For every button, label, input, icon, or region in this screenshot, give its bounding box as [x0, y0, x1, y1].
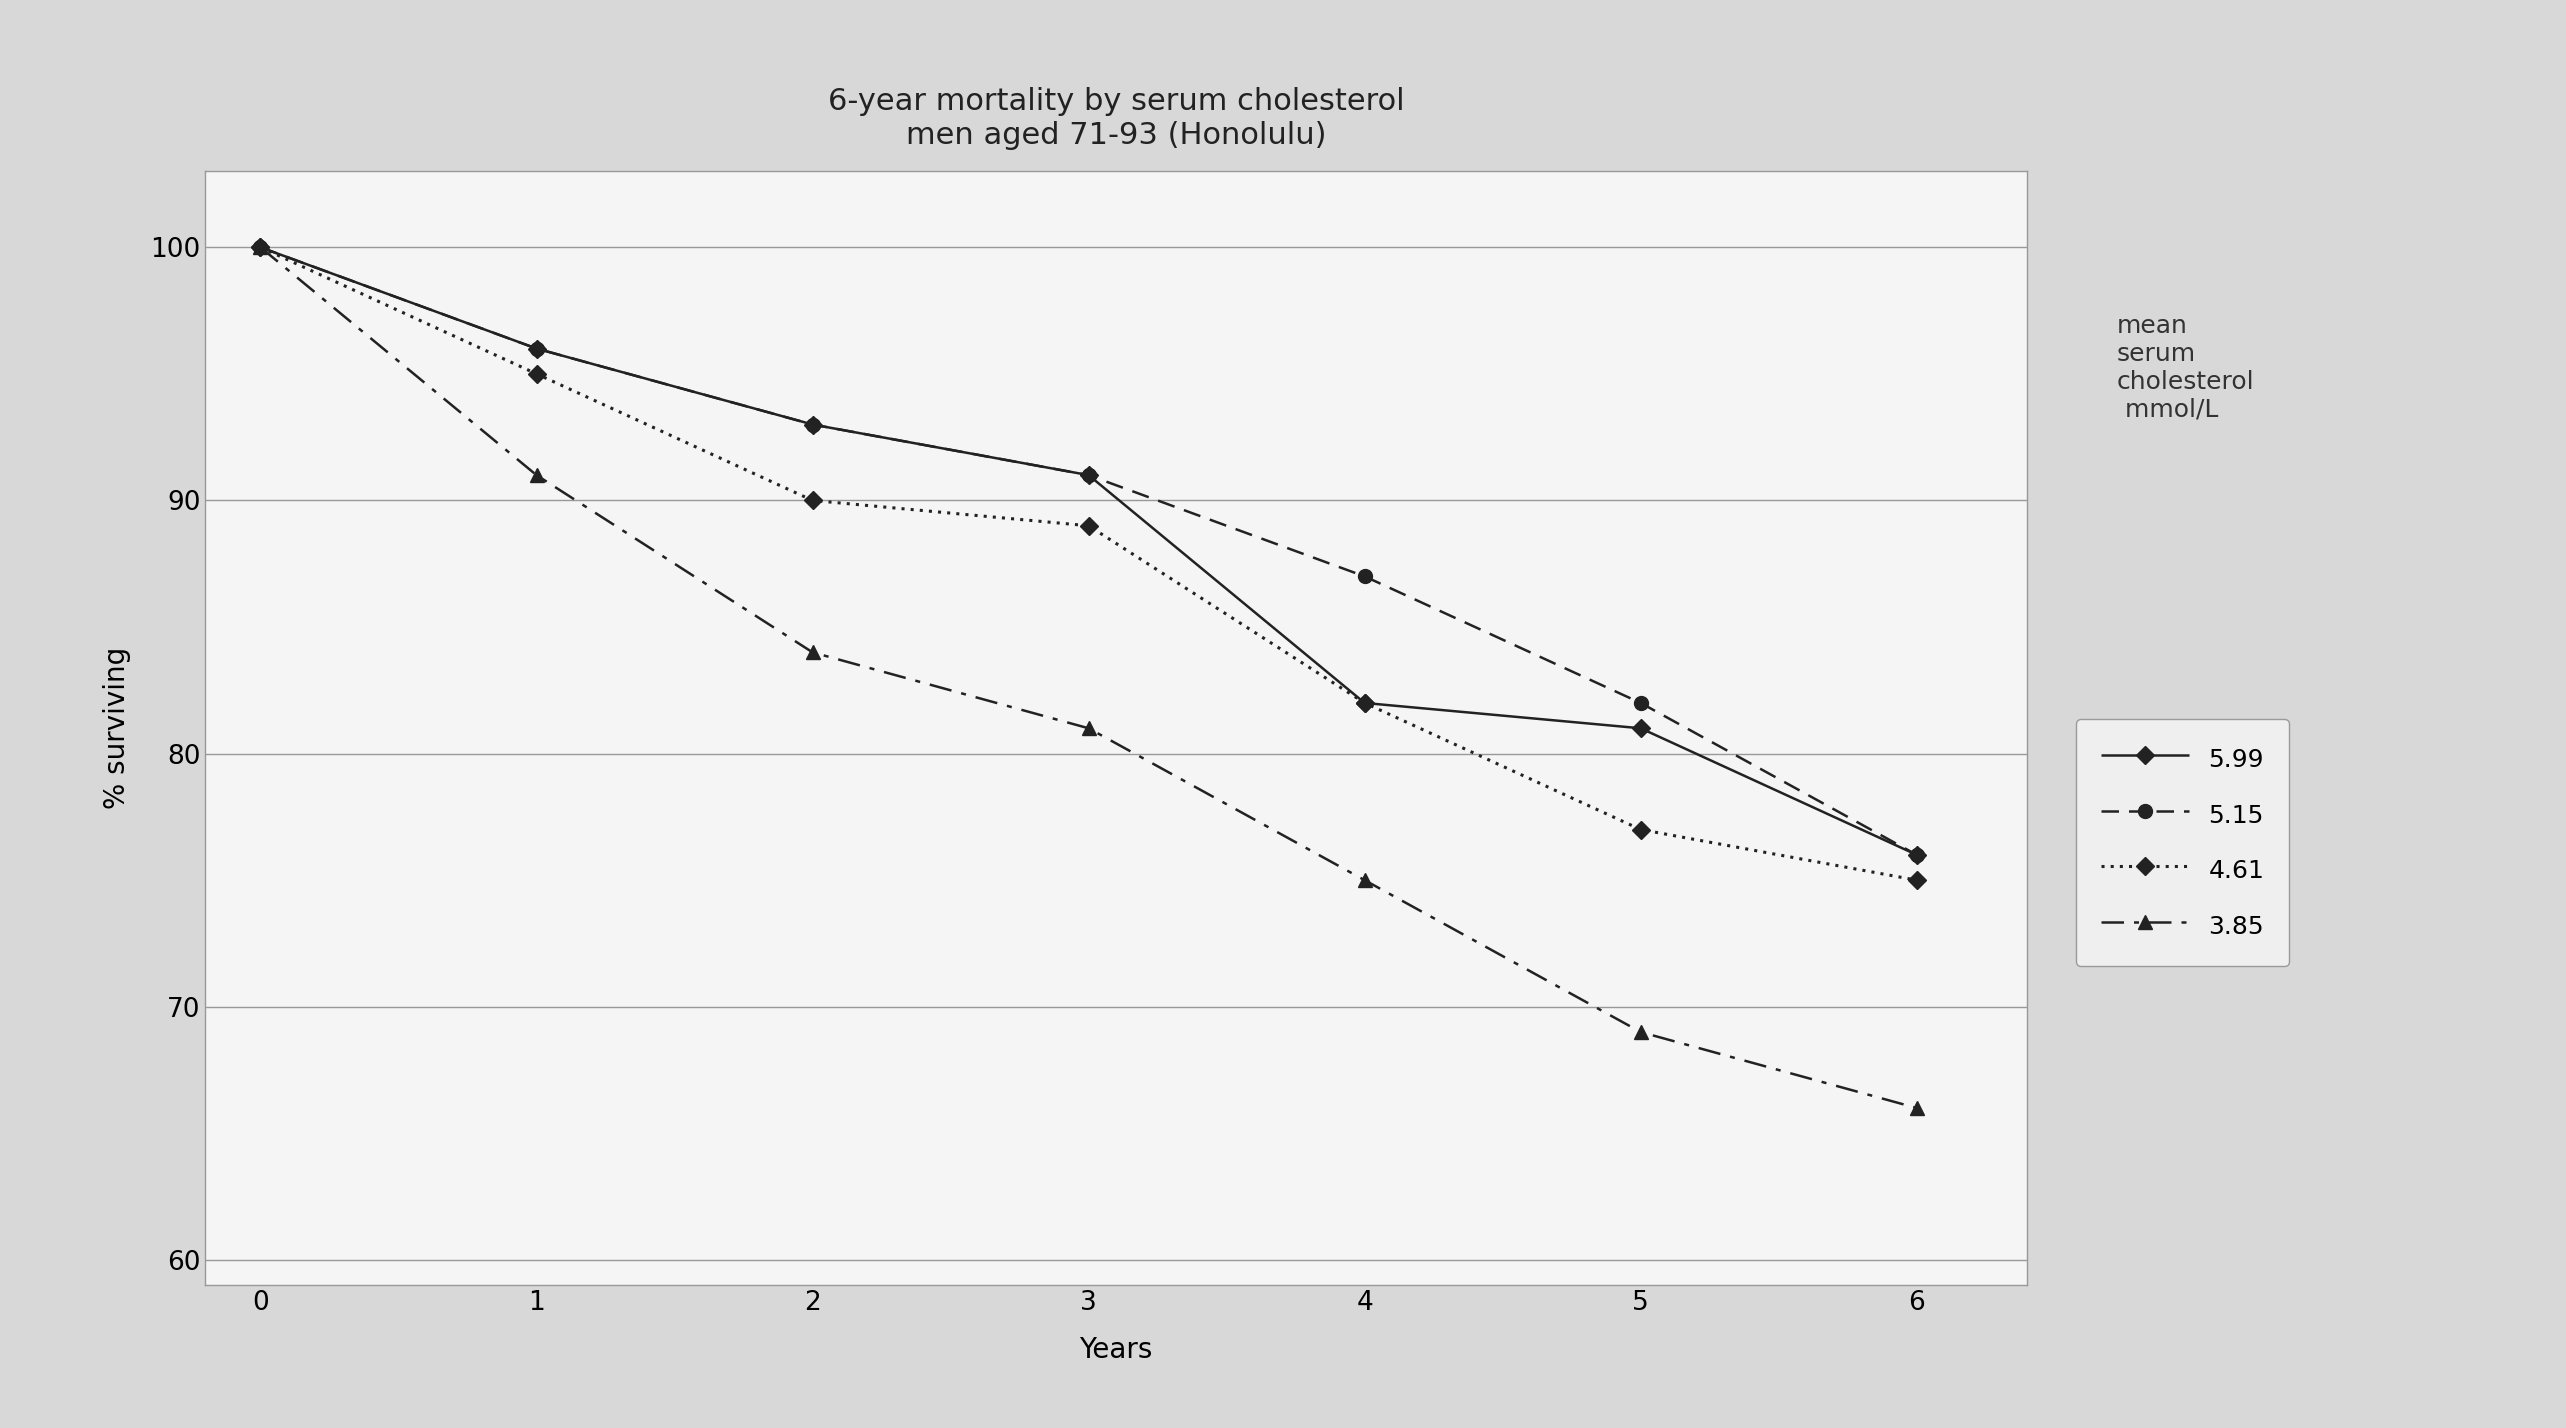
Line: 5.99: 5.99: [254, 241, 1922, 861]
5.99: [246, 238, 277, 256]
5.15: [1901, 847, 1932, 864]
5.99: [798, 416, 829, 433]
4.61: [798, 491, 829, 508]
Line: 5.15: 5.15: [254, 240, 1925, 861]
Line: 3.85: 3.85: [254, 240, 1925, 1115]
5.15: [246, 238, 277, 256]
5.99: [1350, 694, 1381, 711]
4.61: [1901, 871, 1932, 888]
4.61: [246, 238, 277, 256]
5.99: [1073, 467, 1103, 484]
Legend: 5.99, 5.15, 4.61, 3.85: 5.99, 5.15, 4.61, 3.85: [2076, 718, 2289, 965]
3.85: [1901, 1100, 1932, 1117]
Title: 6-year mortality by serum cholesterol
men aged 71-93 (Honolulu): 6-year mortality by serum cholesterol me…: [829, 87, 1404, 150]
5.15: [798, 416, 829, 433]
3.85: [521, 467, 552, 484]
3.85: [1624, 1024, 1655, 1041]
5.15: [1624, 694, 1655, 711]
3.85: [246, 238, 277, 256]
5.99: [1901, 847, 1932, 864]
5.99: [521, 340, 552, 357]
3.85: [1073, 720, 1103, 737]
5.15: [521, 340, 552, 357]
4.61: [1350, 694, 1381, 711]
3.85: [798, 644, 829, 661]
Text: mean
serum
cholesterol
 mmol/L: mean serum cholesterol mmol/L: [2117, 314, 2256, 421]
5.15: [1073, 467, 1103, 484]
4.61: [1624, 821, 1655, 838]
Y-axis label: % surviving: % surviving: [103, 647, 131, 810]
3.85: [1350, 871, 1381, 888]
4.61: [1073, 517, 1103, 534]
4.61: [521, 366, 552, 383]
5.15: [1350, 568, 1381, 585]
Line: 4.61: 4.61: [254, 241, 1922, 887]
X-axis label: Years: Years: [1080, 1335, 1152, 1364]
5.99: [1624, 720, 1655, 737]
